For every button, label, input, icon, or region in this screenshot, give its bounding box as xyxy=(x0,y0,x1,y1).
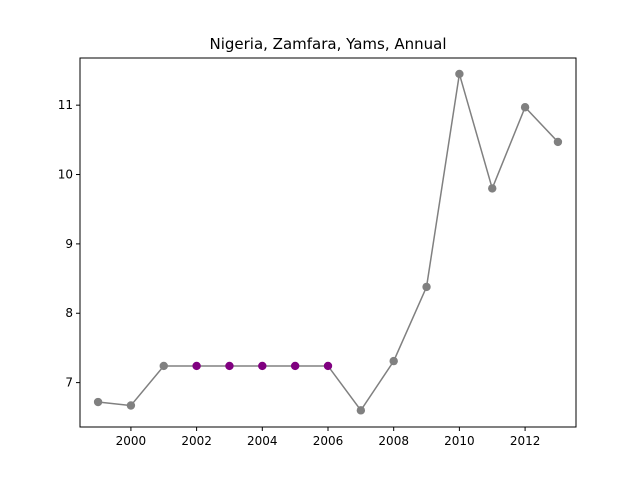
x-tick-label: 2002 xyxy=(181,434,212,448)
data-point xyxy=(356,406,366,415)
data-points-group xyxy=(93,69,563,415)
data-point xyxy=(258,361,267,371)
y-tick-label: 7 xyxy=(65,376,73,390)
x-axis: 2000 2002 2004 2006 2008 2010 2012 xyxy=(116,427,541,448)
chart-title: Nigeria, Zamfara, Yams, Annual xyxy=(209,35,446,53)
data-point xyxy=(290,361,300,371)
data-point xyxy=(192,361,201,371)
data-point xyxy=(93,397,103,407)
x-tick-label: 2006 xyxy=(313,434,344,448)
data-point xyxy=(225,361,234,371)
data-point xyxy=(389,356,398,366)
x-tick-label: 2010 xyxy=(444,434,475,448)
data-point xyxy=(553,137,563,147)
data-point xyxy=(520,103,530,112)
data-point xyxy=(323,361,333,371)
y-tick-label: 8 xyxy=(65,306,73,320)
data-point xyxy=(422,282,431,292)
y-axis: 7 8 9 10 11 xyxy=(58,98,80,390)
y-tick-label: 9 xyxy=(65,237,73,251)
y-tick-label: 10 xyxy=(58,168,73,182)
series-line xyxy=(97,73,559,412)
x-tick-label: 2008 xyxy=(378,434,409,448)
x-tick-label: 2000 xyxy=(116,434,147,448)
y-tick-label: 11 xyxy=(58,98,73,112)
data-point xyxy=(488,184,497,193)
data-point xyxy=(126,401,136,410)
x-tick-label: 2004 xyxy=(247,434,278,448)
plot-frame xyxy=(79,57,577,428)
series-line-group xyxy=(97,73,559,412)
x-tick-label: 2012 xyxy=(510,434,541,448)
data-point xyxy=(455,69,464,79)
data-point xyxy=(159,361,168,371)
